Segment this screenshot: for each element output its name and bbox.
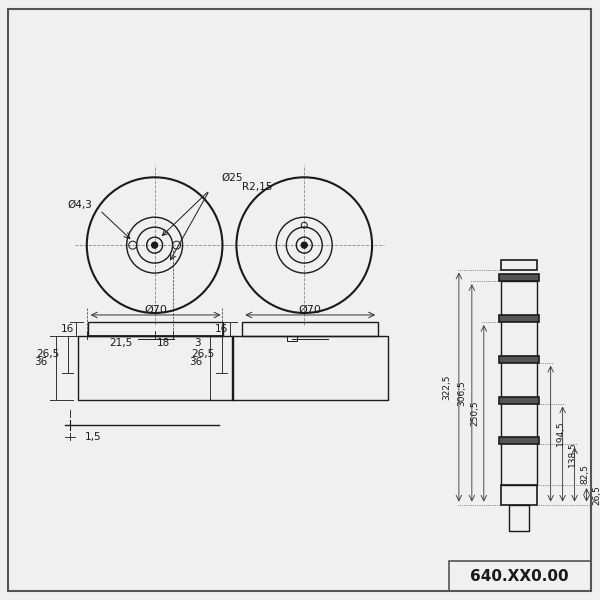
Text: 26,5: 26,5 [37,349,60,359]
Text: 82,5: 82,5 [580,464,589,484]
Bar [449,562,590,591]
Text: 36: 36 [189,357,203,367]
Bar [499,315,539,322]
Text: 3: 3 [194,338,201,348]
Text: R2,15: R2,15 [242,182,273,192]
Text: 322,5: 322,5 [442,374,451,400]
Text: Ø25: Ø25 [221,172,243,182]
Circle shape [152,242,158,248]
Bar [232,336,388,400]
Circle shape [301,242,307,248]
Bar [499,356,539,363]
Bar [242,322,378,336]
Text: Ø70: Ø70 [144,305,167,315]
Bar [501,281,536,485]
Bar [499,397,539,404]
Text: Ø70: Ø70 [299,305,322,315]
Text: 1,5: 1,5 [85,431,101,442]
Text: 26,5: 26,5 [191,349,214,359]
Bar [499,437,539,445]
Text: 250,5: 250,5 [470,400,479,426]
Bar [287,336,297,341]
Text: 16: 16 [215,324,229,334]
Text: 640.XX0.00: 640.XX0.00 [470,569,569,584]
Text: 194,5: 194,5 [556,421,565,446]
Bar [88,322,223,336]
Bar [78,336,233,400]
Text: 138,5: 138,5 [568,441,577,467]
Text: 36: 36 [35,357,48,367]
Text: Ø4,3: Ø4,3 [67,200,92,210]
Bar [509,505,529,532]
Text: 306,5: 306,5 [457,380,466,406]
Text: 16: 16 [61,324,74,334]
Bar [501,260,536,269]
Bar [499,274,539,281]
Text: 21,5: 21,5 [109,338,133,348]
Text: 18: 18 [157,338,170,348]
Text: 26,5: 26,5 [592,485,600,505]
Bar [501,485,536,505]
